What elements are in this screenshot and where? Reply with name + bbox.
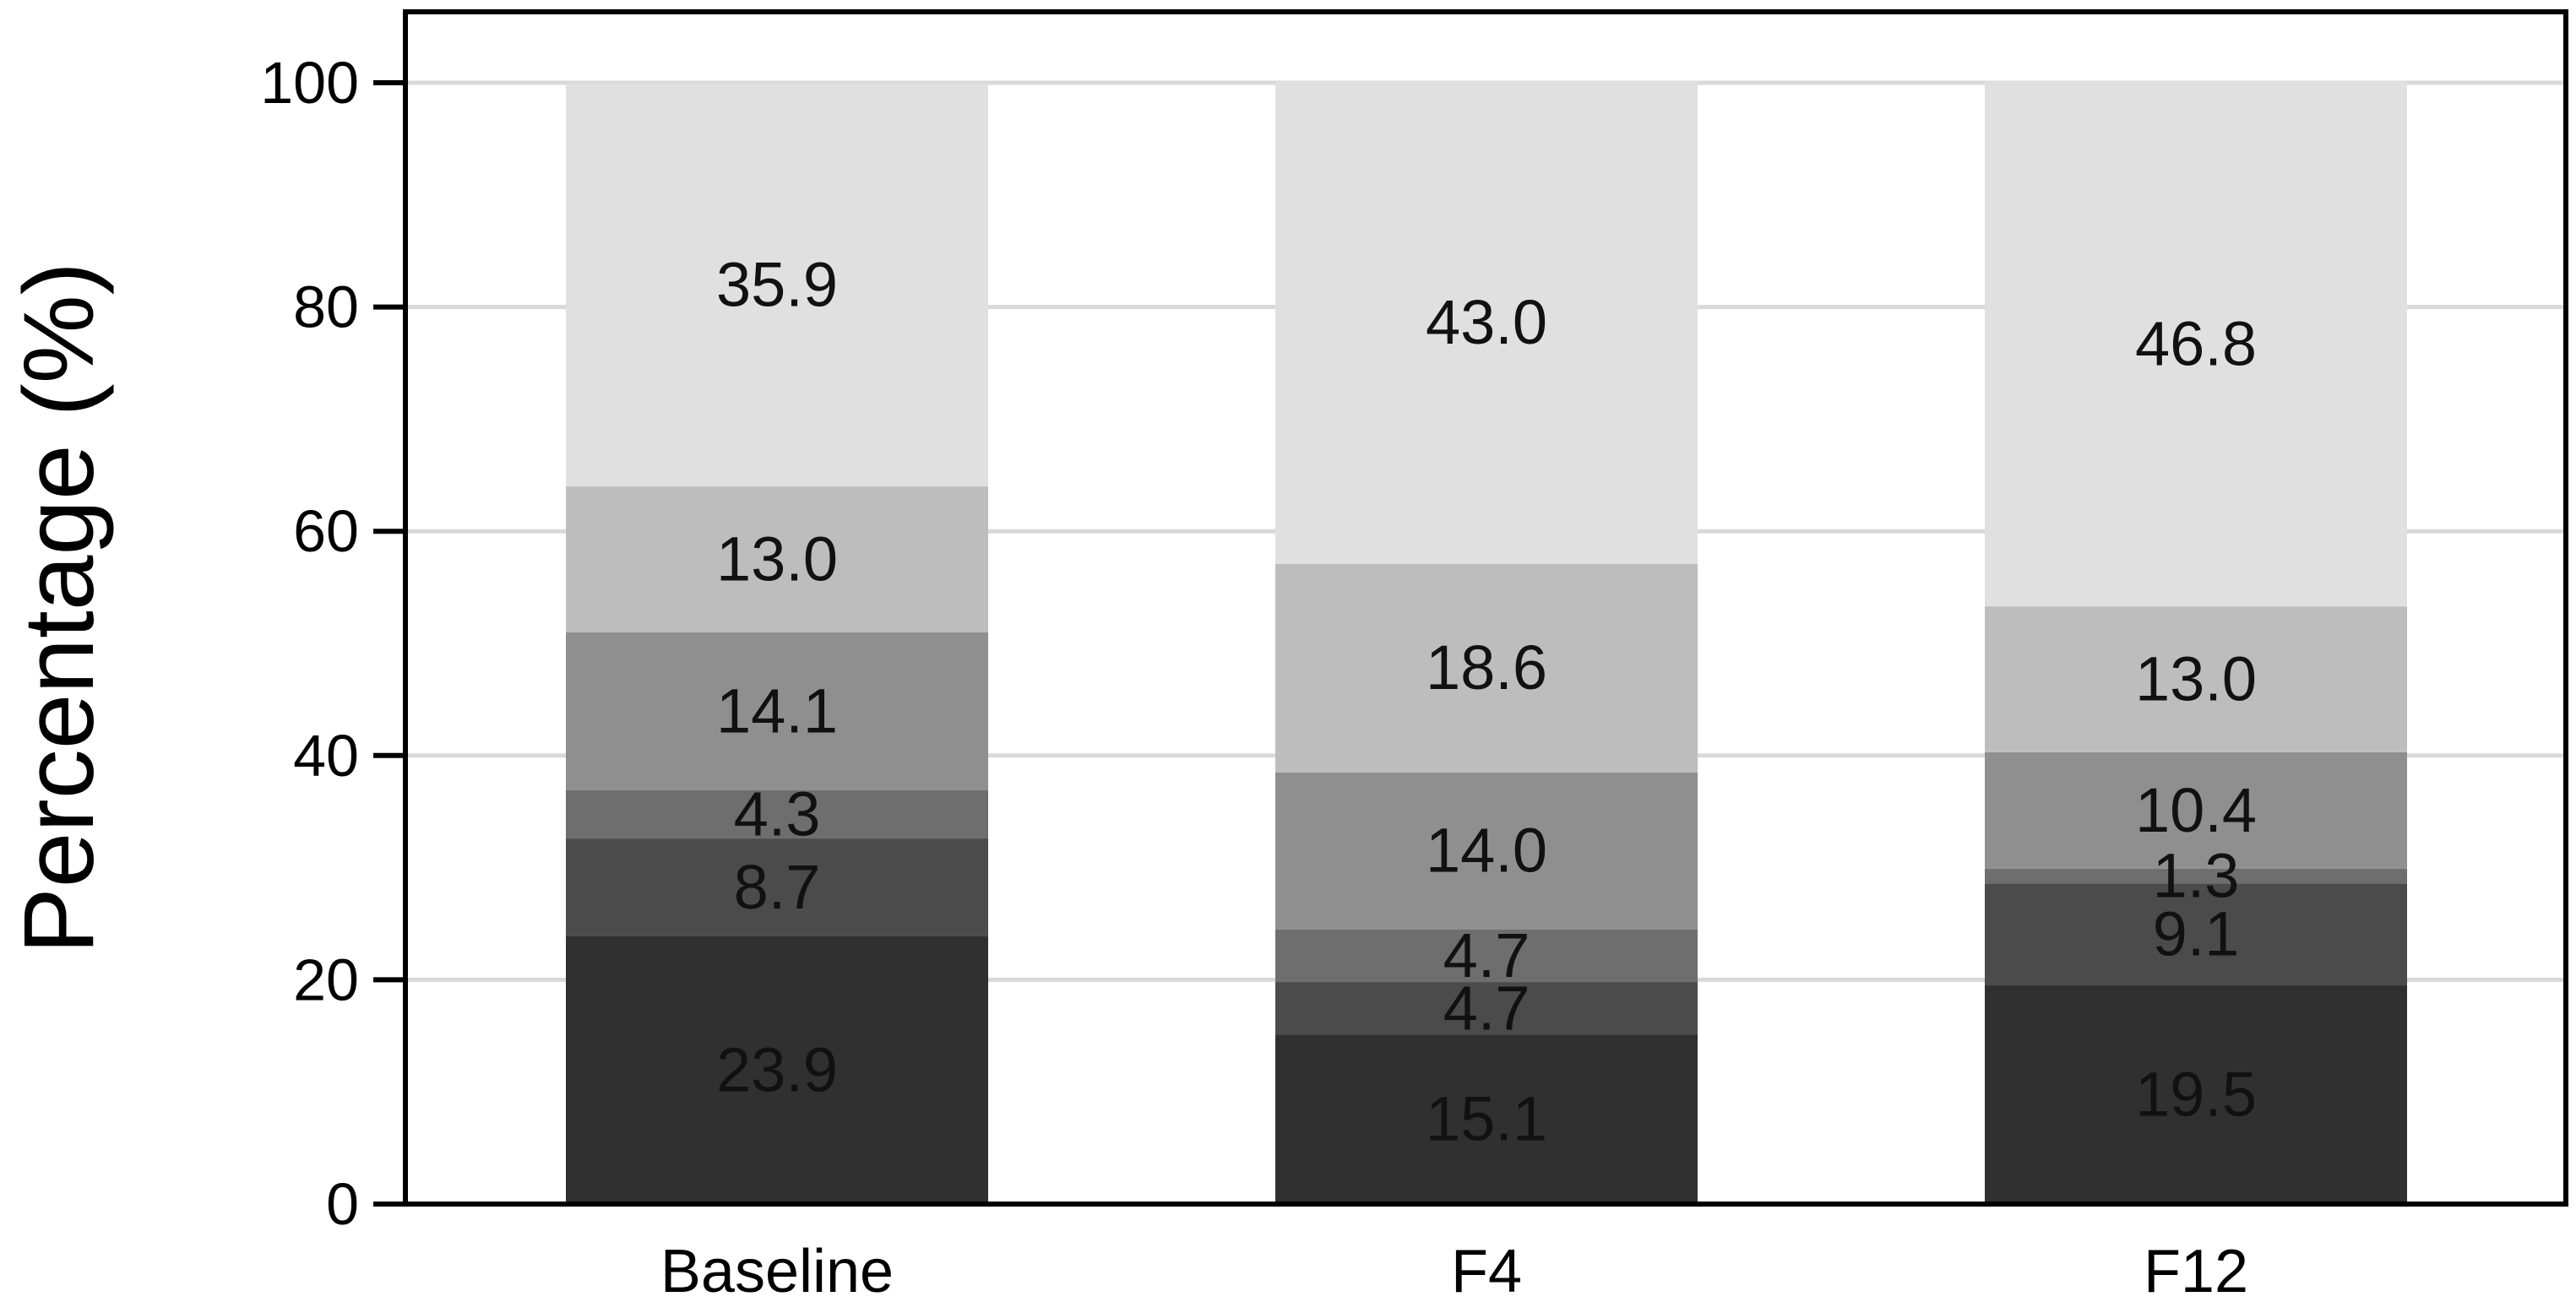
bar-segment xyxy=(1275,81,1698,564)
data-label: 1.3 xyxy=(2153,841,2240,911)
y-tick-label: 0 xyxy=(326,1171,359,1237)
y-tick-label: 100 xyxy=(260,50,359,116)
bar-segment xyxy=(1985,985,2407,1204)
bar-segment xyxy=(1275,982,1698,1035)
y-tick-label: 20 xyxy=(293,947,359,1012)
data-label: 9.1 xyxy=(2153,899,2240,969)
segment-labels: 23.9 8.74.3 14.1 13.0 35.9 15.1 4.74.7 14.0 18.6… xyxy=(716,250,2257,1154)
bar-segment xyxy=(566,486,988,632)
data-label: 23.9 xyxy=(716,1034,838,1104)
data-label: 14.0 xyxy=(1426,816,1547,886)
plot-frame xyxy=(403,9,2568,1207)
bar-segment xyxy=(566,84,988,487)
data-label: 13.0 xyxy=(716,524,838,594)
data-label: 43.0 xyxy=(1426,287,1547,357)
y-tick-label: 80 xyxy=(293,274,359,340)
data-label: 4.7 xyxy=(1443,973,1530,1043)
x-tick-label: F12 xyxy=(2144,1238,2248,1302)
bar-segment xyxy=(566,838,988,936)
data-label: 19.5 xyxy=(2135,1060,2257,1130)
data-label: 14.1 xyxy=(716,675,838,746)
data-label: 8.7 xyxy=(734,852,821,922)
y-axis: 0 20 40 60 80 100 xyxy=(260,50,405,1237)
bar-segment xyxy=(1985,81,2407,607)
y-tick-label: 60 xyxy=(293,498,359,564)
x-tick-label: F4 xyxy=(1451,1238,1522,1302)
bar-segment xyxy=(566,936,988,1204)
bar-segment xyxy=(1985,868,2407,884)
bar-stacks xyxy=(566,81,2407,1204)
bar-segment xyxy=(566,632,988,790)
data-label: 4.3 xyxy=(734,779,821,849)
bar-segment xyxy=(1985,751,2407,869)
bar-segment xyxy=(1275,563,1698,773)
data-label: 46.8 xyxy=(2135,308,2257,378)
y-tick-label: 40 xyxy=(293,723,359,789)
data-label: 13.0 xyxy=(2135,643,2257,713)
x-axis: Baseline F4 F12 xyxy=(660,1238,2248,1302)
data-label: 18.6 xyxy=(1426,632,1547,703)
bar-segment xyxy=(1985,883,2407,986)
data-label: 4.7 xyxy=(1443,920,1530,990)
y-axis-title: Percentage (%) xyxy=(3,262,115,954)
data-label: 15.1 xyxy=(1426,1084,1547,1154)
bar-segment xyxy=(1275,929,1698,983)
bar-segment xyxy=(1275,772,1698,930)
bar-segment xyxy=(1275,1034,1698,1204)
x-tick-label: Baseline xyxy=(660,1238,894,1302)
bar-segment xyxy=(1985,606,2407,752)
data-label: 10.4 xyxy=(2135,775,2257,845)
data-label: 35.9 xyxy=(716,250,838,320)
bar-segment xyxy=(566,789,988,839)
